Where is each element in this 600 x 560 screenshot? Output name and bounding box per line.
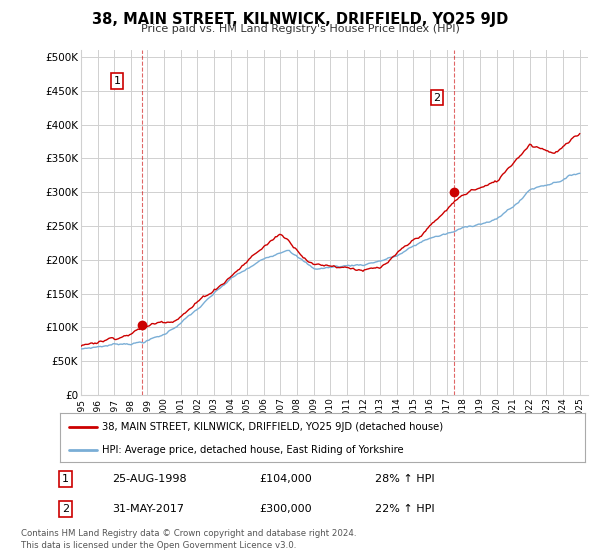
Text: 28% ↑ HPI: 28% ↑ HPI (375, 474, 434, 484)
Text: Price paid vs. HM Land Registry's House Price Index (HPI): Price paid vs. HM Land Registry's House … (140, 24, 460, 34)
Text: Contains HM Land Registry data © Crown copyright and database right 2024.: Contains HM Land Registry data © Crown c… (21, 529, 356, 538)
Text: 2: 2 (433, 92, 440, 102)
Text: 22% ↑ HPI: 22% ↑ HPI (375, 504, 434, 514)
Text: £300,000: £300,000 (260, 504, 312, 514)
Text: £104,000: £104,000 (260, 474, 312, 484)
Text: 31-MAY-2017: 31-MAY-2017 (113, 504, 185, 514)
Text: This data is licensed under the Open Government Licence v3.0.: This data is licensed under the Open Gov… (21, 541, 296, 550)
Text: 1: 1 (62, 474, 69, 484)
Text: 25-AUG-1998: 25-AUG-1998 (113, 474, 187, 484)
Text: 38, MAIN STREET, KILNWICK, DRIFFIELD, YO25 9JD (detached house): 38, MAIN STREET, KILNWICK, DRIFFIELD, YO… (102, 422, 443, 432)
Text: 2: 2 (62, 504, 69, 514)
Text: 38, MAIN STREET, KILNWICK, DRIFFIELD, YO25 9JD: 38, MAIN STREET, KILNWICK, DRIFFIELD, YO… (92, 12, 508, 27)
Text: HPI: Average price, detached house, East Riding of Yorkshire: HPI: Average price, detached house, East… (102, 445, 404, 455)
Text: 1: 1 (113, 76, 121, 86)
